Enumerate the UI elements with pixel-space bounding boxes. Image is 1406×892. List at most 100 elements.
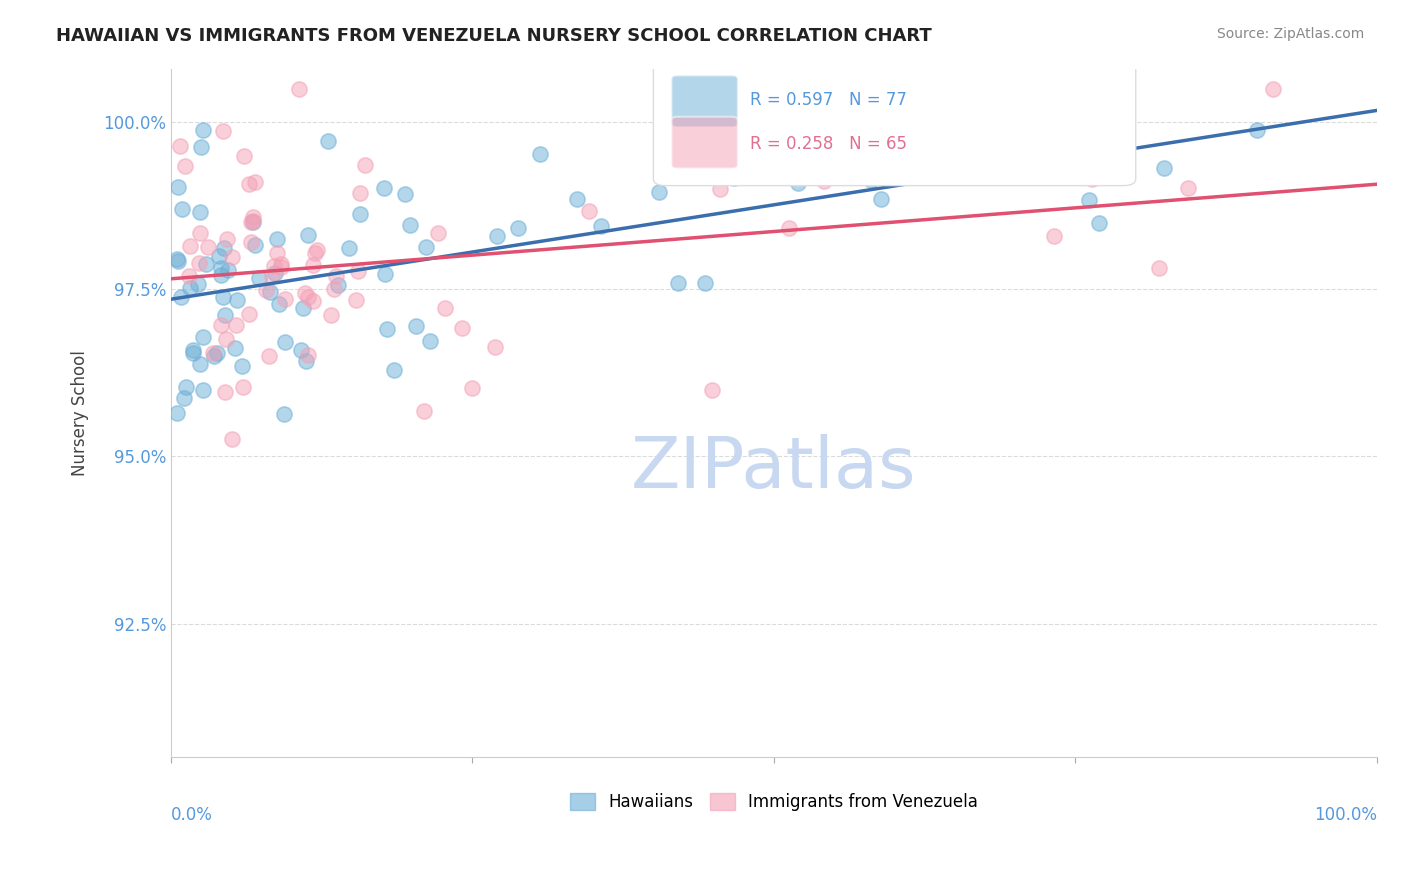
Point xyxy=(294,285,316,300)
Point xyxy=(382,363,405,377)
Point xyxy=(346,263,368,277)
Point xyxy=(529,146,551,161)
Point xyxy=(274,335,297,350)
Point xyxy=(240,215,263,229)
Point xyxy=(304,246,326,260)
Point xyxy=(349,207,371,221)
Point xyxy=(578,203,600,218)
Point xyxy=(181,345,204,359)
Point xyxy=(232,380,254,394)
Point xyxy=(418,334,440,348)
Point xyxy=(399,218,422,232)
Point xyxy=(226,293,249,308)
Point xyxy=(166,254,188,268)
Point xyxy=(337,241,360,255)
Point xyxy=(1261,81,1284,95)
Point xyxy=(322,282,344,296)
Point xyxy=(238,307,260,321)
Point xyxy=(1088,215,1111,229)
Point xyxy=(591,219,613,234)
Point xyxy=(346,293,368,307)
Point xyxy=(565,193,588,207)
Point xyxy=(773,113,796,128)
Point xyxy=(242,211,264,225)
Point xyxy=(212,290,235,304)
Y-axis label: Nursery School: Nursery School xyxy=(72,350,89,476)
Point xyxy=(188,226,211,240)
Point xyxy=(197,240,219,254)
Point xyxy=(700,383,723,397)
Point xyxy=(221,432,243,446)
Text: 100.0%: 100.0% xyxy=(1315,805,1376,823)
Point xyxy=(179,281,201,295)
Point xyxy=(287,81,309,95)
Point xyxy=(1042,229,1064,244)
Point xyxy=(263,259,285,273)
Point xyxy=(166,406,188,420)
Point xyxy=(665,159,688,173)
Point xyxy=(179,239,201,253)
Point xyxy=(305,243,328,257)
Point xyxy=(1149,261,1171,276)
Point xyxy=(181,343,204,358)
Text: ZIPatlas: ZIPatlas xyxy=(631,434,917,502)
Point xyxy=(209,268,232,282)
Point xyxy=(217,263,239,277)
Point xyxy=(172,202,194,216)
Point xyxy=(214,308,236,322)
Point xyxy=(193,122,215,136)
Point xyxy=(859,173,882,187)
Point xyxy=(297,348,319,362)
Point xyxy=(316,134,339,148)
Point xyxy=(1081,172,1104,186)
Point xyxy=(243,175,266,189)
Point xyxy=(325,268,347,283)
Point xyxy=(297,227,319,242)
Point xyxy=(259,285,281,299)
Point xyxy=(266,232,288,246)
Point xyxy=(508,221,530,235)
Point xyxy=(187,256,209,270)
FancyBboxPatch shape xyxy=(672,117,738,169)
Point xyxy=(326,278,349,293)
Point xyxy=(259,349,281,363)
Point xyxy=(208,249,231,263)
Point xyxy=(214,384,236,399)
Point xyxy=(190,139,212,153)
Point xyxy=(215,332,238,346)
Point xyxy=(349,186,371,201)
Point xyxy=(202,349,225,363)
Point xyxy=(291,301,314,315)
Point xyxy=(873,153,896,167)
Point xyxy=(238,177,260,191)
Point xyxy=(778,221,800,235)
Point xyxy=(270,260,292,274)
Point xyxy=(893,156,915,170)
Point xyxy=(174,159,197,173)
Point xyxy=(240,235,263,249)
Point xyxy=(321,308,343,322)
Point xyxy=(174,380,197,394)
Point xyxy=(451,320,474,334)
Text: R = 0.258   N = 65: R = 0.258 N = 65 xyxy=(749,136,907,153)
Point xyxy=(405,318,427,333)
Point xyxy=(787,176,810,190)
Point xyxy=(648,185,671,199)
Point xyxy=(266,245,288,260)
Point xyxy=(256,283,278,297)
Point xyxy=(1246,123,1268,137)
Point xyxy=(201,346,224,360)
Point xyxy=(301,258,323,272)
Point xyxy=(709,182,731,196)
Point xyxy=(1078,193,1101,207)
Point xyxy=(217,232,239,246)
Point xyxy=(212,123,235,137)
Text: 0.0%: 0.0% xyxy=(172,805,212,823)
Point xyxy=(290,343,312,357)
Point xyxy=(427,226,450,240)
Point xyxy=(273,407,295,421)
Point xyxy=(1177,180,1199,194)
Point xyxy=(191,330,214,344)
Point xyxy=(188,357,211,371)
Point xyxy=(231,359,253,373)
